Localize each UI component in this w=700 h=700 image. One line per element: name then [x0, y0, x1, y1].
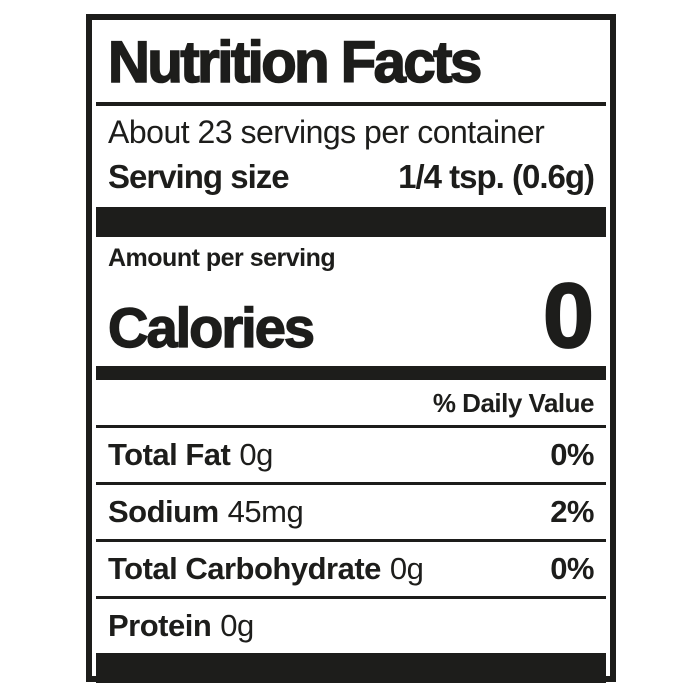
nutrient-daily-value: 2%	[550, 494, 594, 530]
nutrient-name: Protein	[108, 608, 212, 644]
bottom-bar	[96, 653, 606, 684]
nutrient-name: Total Carbohydrate	[108, 551, 381, 587]
nutrition-facts-label: Nutrition Facts About 23 servings per co…	[86, 14, 616, 684]
daily-value-header: % Daily Value	[432, 388, 595, 419]
calories-value: 0	[542, 265, 595, 367]
nutrient-row-protein: Protein 0g	[108, 599, 594, 653]
nutrient-name-amount: Total Fat 0g	[108, 439, 273, 470]
nutrient-daily-value: 0%	[550, 551, 594, 587]
row-divider	[96, 425, 606, 429]
nutrient-row-total-carbohydrate: Total Carbohydrate 0g 0%	[108, 542, 594, 596]
nutrient-row-sodium: Sodium 45mg 2%	[108, 485, 594, 539]
servings-per-container: About 23 servings per container	[108, 114, 545, 150]
nutrient-daily-value: 0%	[550, 437, 594, 473]
nutrient-amount: 45mg	[227, 494, 304, 530]
nutrient-name-amount: Sodium 45mg	[108, 494, 304, 530]
nutrient-amount: 0g	[239, 437, 273, 473]
nutrient-row-total-fat: Total Fat 0g 0%	[108, 428, 594, 482]
nutrient-amount: 0g	[220, 608, 254, 644]
serving-size-value: 1/4 tsp. (0.6g)	[398, 158, 595, 195]
row-divider	[96, 482, 606, 486]
amount-per-serving-label: Amount per serving	[108, 244, 336, 272]
label-title: Nutrition Facts	[107, 30, 483, 95]
calories-divider-bar	[96, 366, 606, 381]
nutrient-name-amount: Protein 0g	[108, 610, 254, 641]
row-divider	[96, 539, 606, 543]
nutrient-amount: 0g	[389, 551, 424, 587]
serving-size-row: Serving size 1/4 tsp. (0.6g)	[108, 148, 595, 207]
nutrient-name: Total Fat	[108, 437, 231, 473]
serving-size-label: Serving size	[108, 158, 290, 195]
nutrient-name-amount: Total Carbohydrate 0g	[108, 551, 424, 587]
row-divider	[96, 596, 606, 600]
calories-row: Calories 0	[107, 265, 595, 367]
section-bar-thick	[96, 207, 606, 237]
calories-label: Calories	[107, 296, 315, 359]
title-divider-rule	[96, 102, 606, 106]
nutrient-name: Sodium	[108, 494, 219, 530]
